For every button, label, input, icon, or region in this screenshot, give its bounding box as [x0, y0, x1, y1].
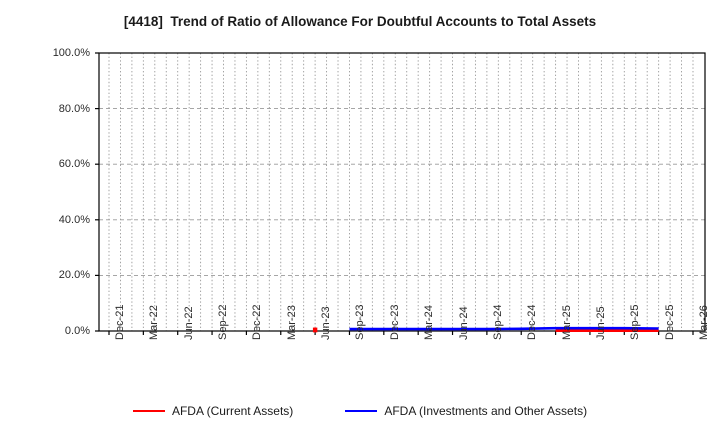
x-tick-label: Sep-22 — [217, 304, 230, 340]
x-tick-label: Jun-24 — [457, 306, 470, 340]
legend-item-investments-other-assets[interactable]: AFDA (Investments and Other Assets) — [345, 404, 587, 418]
x-tick-label: Sep-25 — [629, 304, 642, 340]
x-tick-label: Sep-24 — [491, 304, 504, 340]
data-point-marker — [312, 327, 318, 333]
legend-swatch-investments-other-assets — [345, 410, 378, 412]
horizontal-gridlines — [99, 108, 705, 276]
data-series-layer — [312, 326, 659, 333]
y-tick-label: 20.0% — [58, 269, 90, 282]
legend-label-investments-other-assets: AFDA (Investments and Other Assets) — [384, 404, 588, 418]
x-tick-label: Mar-23 — [285, 305, 298, 340]
legend-swatch-current-assets — [132, 410, 165, 412]
x-tick-label: Jun-25 — [594, 306, 607, 340]
y-axis-tick-marks — [95, 52, 99, 332]
x-tick-label: Dec-23 — [388, 304, 401, 340]
vertical-gridlines — [108, 53, 694, 331]
series-line — [349, 326, 659, 331]
plot-frame — [98, 52, 706, 332]
y-tick-label: 80.0% — [58, 102, 90, 115]
y-tick-label: 40.0% — [58, 213, 90, 226]
legend-item-current-assets[interactable]: AFDA (Current Assets) — [132, 404, 294, 418]
legend-label-current-assets: AFDA (Current Assets) — [171, 404, 294, 418]
x-tick-label: Sep-23 — [354, 304, 367, 340]
y-tick-label: 60.0% — [58, 158, 90, 171]
x-tick-label: Dec-22 — [251, 304, 264, 340]
x-tick-label: Dec-21 — [114, 304, 126, 340]
y-tick-label: 100.0% — [52, 47, 90, 59]
x-tick-label: Mar-24 — [423, 305, 436, 340]
x-tick-label: Mar-25 — [560, 305, 573, 340]
x-tick-label: Mar-22 — [148, 305, 161, 340]
y-tick-label: 0.0% — [64, 325, 90, 337]
chart-legend: AFDA (Current Assets) AFDA (Investments … — [0, 404, 720, 418]
x-tick-label: Jun-23 — [320, 306, 333, 340]
x-tick-label: Dec-25 — [663, 304, 676, 340]
chart-title: [4418] Trend of Ratio of Allowance For D… — [123, 14, 597, 29]
x-tick-label: Jun-22 — [182, 306, 195, 340]
x-tick-label: Dec-24 — [526, 304, 539, 340]
x-tick-label: Mar-26 — [698, 305, 710, 340]
